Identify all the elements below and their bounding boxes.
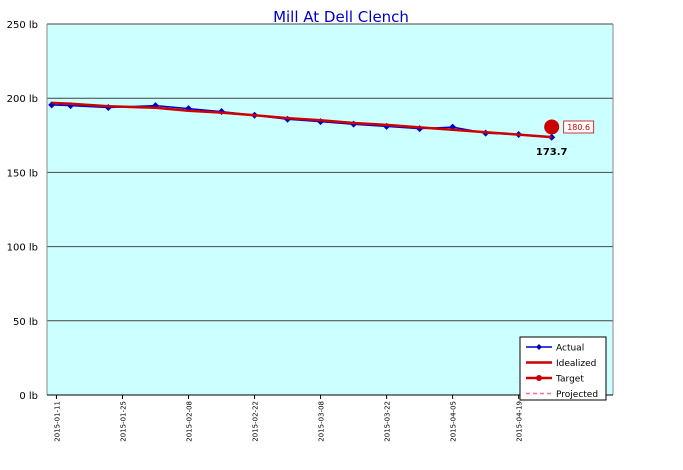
y-tick-label: 250 lb [7,20,38,31]
legend-label: Projected [556,390,598,400]
x-tick-label: 2015-03-22 [384,401,392,442]
idealized-series-line [51,101,552,139]
legend-marker [536,344,542,350]
x-tick-label: 2015-04-19 [516,401,524,442]
annotation-box [563,120,595,134]
annotation-label: 173.7 [536,147,568,158]
legend-item: Target [526,375,584,385]
legend-label: Actual [556,344,584,354]
x-tick-label: 2015-01-11 [53,401,61,442]
legend: Actual Idealized Target Projected [519,336,607,401]
chart-title: Mill At Dell Clench [273,8,409,26]
x-tick-label: 2015-02-08 [186,401,194,442]
plot-area [47,24,613,395]
y-tick-label: 100 lb [7,243,38,254]
legend-item: Actual [526,344,584,354]
series-layer [48,101,560,141]
x-tick-label: 2015-01-25 [119,401,127,442]
legend-label: Target [555,375,584,385]
y-tick-label: 0 lb [19,391,38,402]
legend-label: Idealized [556,359,596,369]
annotation-label: 180.6 [567,123,590,132]
x-tick-label: 2015-03-08 [318,401,326,442]
annotation-layer: 180.6 173.7 [536,120,595,158]
target-point [544,119,560,135]
x-tick-label: 2015-04-05 [450,401,458,442]
legend-marker [536,375,542,381]
x-tick-label: 2015-02-22 [252,401,260,442]
gridlines [46,23,614,395]
y-tick-label: 50 lb [13,317,38,328]
y-axis-tick-labels: 0 lb 50 lb 100 lb 150 lb 200 lb 250 lb [7,20,38,402]
legend-item: Idealized [526,359,596,369]
legend-item: Projected [526,390,598,400]
y-tick-label: 200 lb [7,94,38,105]
y-tick-label: 150 lb [7,168,38,179]
annotation-boxed: 180.6 [563,120,595,134]
x-axis-tick-labels: 2015-01-11 2015-01-25 2015-02-08 2015-02-22… [53,395,524,442]
